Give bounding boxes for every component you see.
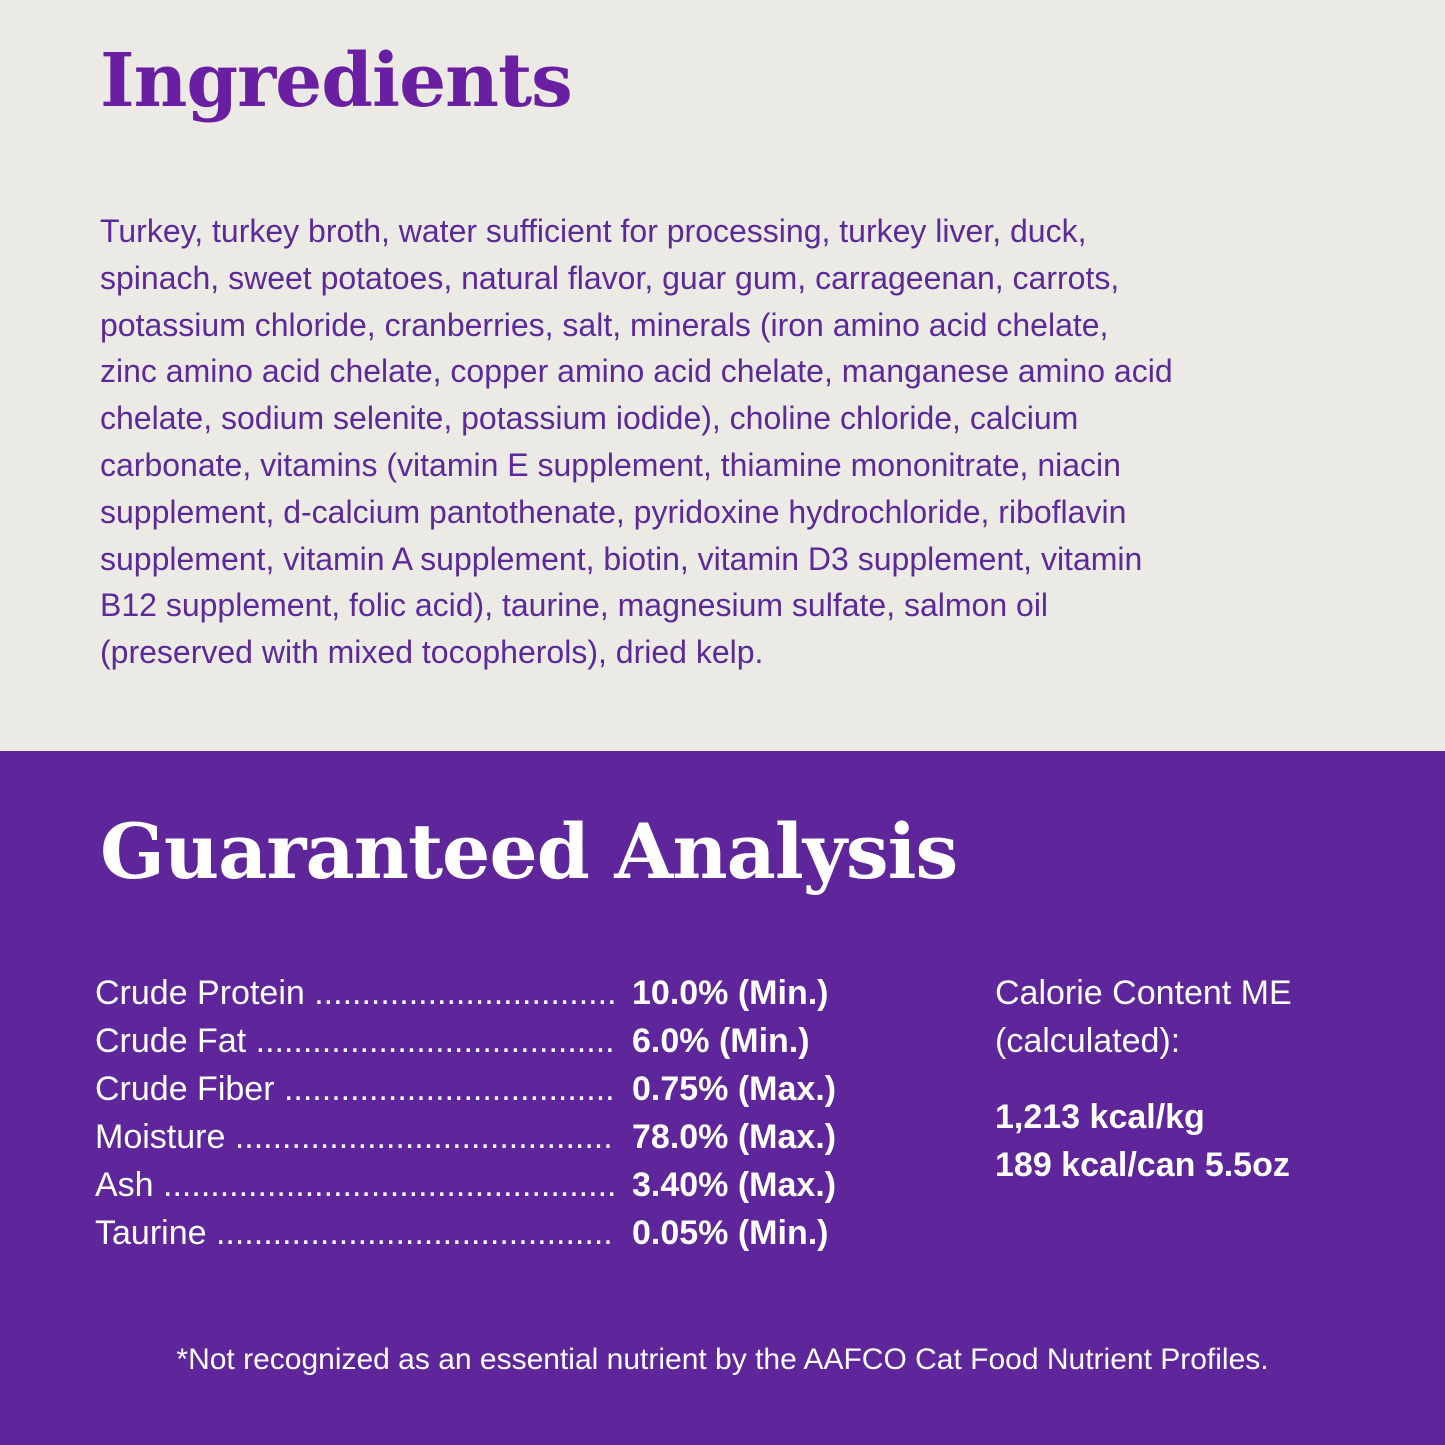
guaranteed-analysis-section: Guaranteed Analysis Crude Protein 10.0% (… xyxy=(0,751,1445,1445)
ingredients-line: spinach, sweet potatoes, natural flavor,… xyxy=(100,259,1120,296)
nutrient-value: 10.0% (Min.) xyxy=(632,974,829,1012)
nutrient-value: 6.0% (Min.) xyxy=(632,1022,810,1060)
ingredients-line: potassium chloride, cranberries, salt, m… xyxy=(100,306,1109,343)
analysis-row: Crude Fiber 0.75% (Max.) xyxy=(95,1065,836,1113)
ingredients-line: Turkey, turkey broth, water sufficient f… xyxy=(100,213,1087,249)
analysis-row: Taurine 0.05% (Min.) xyxy=(95,1209,836,1257)
nutrient-label: Crude Fiber xyxy=(95,1065,615,1113)
calorie-content: Calorie Content ME (calculated): 1,213 k… xyxy=(995,969,1292,1189)
ingredients-line: carbonate, vitamins (vitamin E supplemen… xyxy=(100,446,1121,483)
nutrient-value: 0.05% (Min.) xyxy=(632,1214,829,1252)
ingredients-section: Ingredients Turkey, turkey broth, water … xyxy=(100,38,1173,676)
ingredients-line: (preserved with mixed tocopherols), drie… xyxy=(100,634,764,671)
ingredients-title: Ingredients xyxy=(100,38,573,124)
analysis-row: Moisture 78.0% (Max.) xyxy=(95,1113,836,1161)
nutrient-label: Crude Protein xyxy=(95,969,615,1017)
analysis-table: Crude Protein 10.0% (Min.) Crude Fat 6.0% … xyxy=(95,969,836,1257)
calorie-per-kg: 1,213 kcal/kg xyxy=(995,1098,1205,1136)
footnote: *Not recognized as an essential nutrient… xyxy=(176,1343,1269,1376)
calorie-label: Calorie Content ME xyxy=(995,974,1292,1012)
ingredients-line: B12 supplement, folic acid), taurine, ma… xyxy=(100,587,1049,624)
analysis-row: Ash 3.40% (Max.) xyxy=(95,1161,836,1209)
ingredients-line: zinc amino acid chelate, copper amino ac… xyxy=(100,353,1173,390)
analysis-row: Crude Fat 6.0% (Min.) xyxy=(95,1017,836,1065)
calorie-per-can: 189 kcal/can 5.5oz xyxy=(995,1146,1290,1184)
ingredients-line: supplement, vitamin A supplement, biotin… xyxy=(100,540,1143,577)
analysis-title: Guaranteed Analysis xyxy=(100,807,958,896)
nutrient-value: 78.0% (Max.) xyxy=(632,1118,837,1156)
ingredients-line: supplement, d-calcium pantothenate, pyri… xyxy=(100,493,1127,530)
analysis-row: Crude Protein 10.0% (Min.) xyxy=(95,969,836,1017)
nutrient-label: Crude Fat xyxy=(95,1017,615,1065)
nutrient-label: Ash xyxy=(95,1161,615,1209)
nutrient-label: Moisture xyxy=(95,1113,615,1161)
nutrient-value: 3.40% (Max.) xyxy=(632,1166,837,1204)
nutrient-value: 0.75% (Max.) xyxy=(632,1070,837,1108)
ingredients-line: chelate, sodium selenite, potassium iodi… xyxy=(100,400,1079,437)
calorie-label-sub: (calculated): xyxy=(995,1022,1181,1060)
ingredients-list: Turkey, turkey broth, water sufficient f… xyxy=(100,208,1173,676)
nutrient-label: Taurine xyxy=(95,1209,615,1257)
